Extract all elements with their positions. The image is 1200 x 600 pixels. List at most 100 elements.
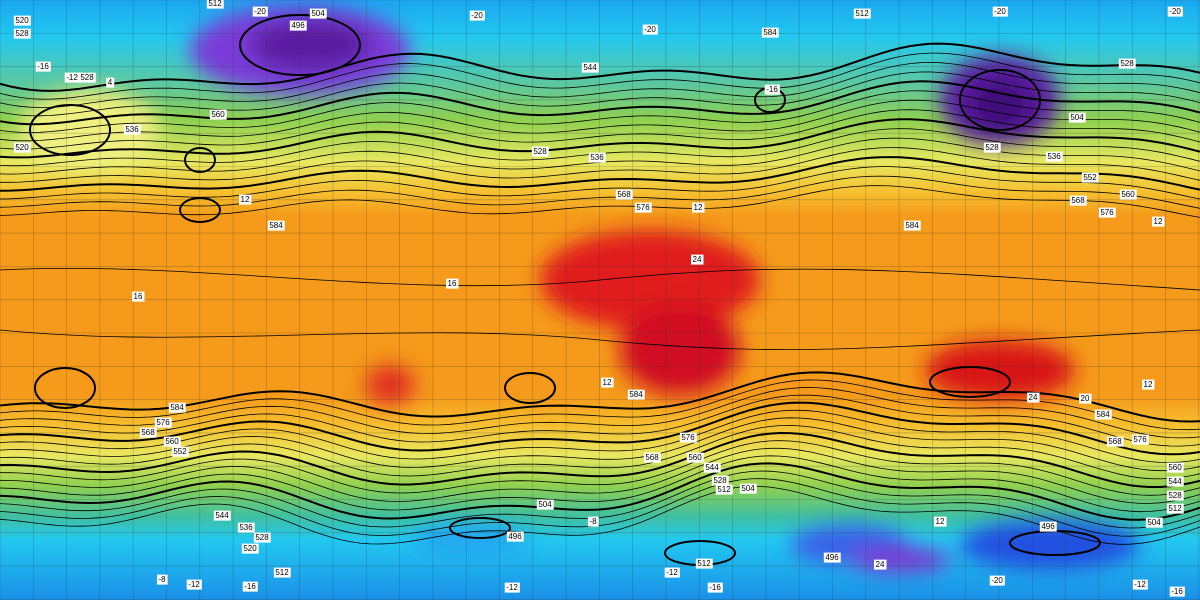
label-box	[504, 582, 520, 593]
label-box	[186, 579, 202, 590]
closed-contour	[29, 104, 111, 156]
temperature-label: -8	[589, 517, 597, 526]
temperature-label: 12	[694, 203, 703, 212]
label-box	[241, 543, 259, 554]
label-box	[679, 432, 697, 443]
temperature-label: 24	[1029, 393, 1038, 402]
contour-line	[0, 147, 1200, 183]
height-label: 496	[508, 532, 522, 541]
height-label: 576	[681, 433, 695, 442]
label-box	[78, 72, 96, 83]
label-box	[664, 567, 680, 578]
height-label: 512	[697, 559, 711, 568]
label-box	[168, 402, 186, 413]
label-box	[903, 220, 921, 231]
label-box	[1039, 521, 1057, 532]
label-box	[1166, 490, 1184, 501]
label-box	[1166, 503, 1184, 514]
label-box	[239, 194, 252, 205]
label-box	[242, 581, 258, 592]
label-box	[1169, 586, 1185, 597]
label-box	[1167, 6, 1183, 17]
label-box	[171, 446, 189, 457]
height-label: 584	[170, 403, 184, 412]
label-box	[446, 278, 459, 289]
height-label: 504	[741, 484, 755, 493]
label-box	[1069, 195, 1087, 206]
height-label: 504	[1147, 518, 1161, 527]
height-label: 528	[713, 476, 727, 485]
closed-contour	[929, 366, 1011, 398]
height-label: 568	[1108, 437, 1122, 446]
temperature-label: -16	[766, 85, 778, 94]
label-box	[163, 436, 181, 447]
label-box	[627, 389, 645, 400]
label-box	[289, 20, 307, 31]
height-label: 504	[1070, 113, 1084, 122]
height-label: 552	[1083, 173, 1097, 182]
label-box	[35, 61, 51, 72]
temperature-label: -12	[188, 580, 200, 589]
label-box	[1166, 476, 1184, 487]
contour-line	[0, 61, 1200, 108]
label-box	[1132, 579, 1148, 590]
temperature-label: -12	[1134, 580, 1146, 589]
label-box	[715, 484, 733, 495]
height-label: 584	[269, 221, 283, 230]
temperature-label: -20	[644, 25, 656, 34]
height-label: 560	[1121, 190, 1135, 199]
height-label: 584	[905, 221, 919, 230]
temperature-label: 12	[603, 378, 612, 387]
label-box	[853, 8, 871, 19]
height-label: 544	[583, 63, 597, 72]
temperature-label: 12	[1144, 380, 1153, 389]
label-box	[13, 142, 31, 153]
temperature-label: -16	[244, 582, 256, 591]
contour-line	[0, 156, 1200, 192]
contour-line	[0, 80, 1200, 126]
label-box	[309, 8, 327, 19]
label-box	[237, 522, 255, 533]
height-label: 520	[15, 143, 29, 152]
label-box	[761, 27, 779, 38]
height-label: 560	[688, 453, 702, 462]
temperature-label: -12	[506, 583, 518, 592]
height-label: 576	[1133, 435, 1147, 444]
label-box	[206, 0, 224, 9]
height-label: 536	[239, 523, 253, 532]
temperature-label: -12	[66, 73, 78, 82]
closed-contour	[504, 372, 556, 404]
label-box	[139, 427, 157, 438]
contour-line	[0, 424, 1200, 480]
label-box	[531, 146, 549, 157]
height-label: 512	[855, 9, 869, 18]
height-label: 512	[208, 0, 222, 8]
height-label: 568	[141, 428, 155, 437]
label-box	[267, 220, 285, 231]
temperature-label: -20	[471, 11, 483, 20]
contour-line	[0, 379, 1200, 431]
height-label: 560	[1168, 463, 1182, 472]
label-box	[642, 24, 658, 35]
label-box	[536, 499, 554, 510]
label-box	[707, 582, 723, 593]
closed-contour	[959, 69, 1041, 131]
height-label: 496	[1041, 522, 1055, 531]
height-label: 520	[243, 544, 257, 553]
label-box	[587, 516, 599, 527]
label-box	[992, 6, 1008, 17]
height-label: 544	[705, 463, 719, 472]
label-box	[711, 475, 729, 486]
contour-line	[0, 485, 1200, 545]
label-box	[692, 202, 705, 213]
height-label: 528	[80, 73, 94, 82]
height-label: 520	[15, 16, 29, 25]
height-label: 568	[617, 190, 631, 199]
contour-line	[0, 470, 1200, 529]
height-label: 528	[15, 29, 29, 38]
label-box	[1094, 409, 1112, 420]
label-box	[615, 189, 633, 200]
label-box	[13, 15, 31, 26]
height-contours	[0, 14, 1200, 566]
label-box	[154, 417, 172, 428]
